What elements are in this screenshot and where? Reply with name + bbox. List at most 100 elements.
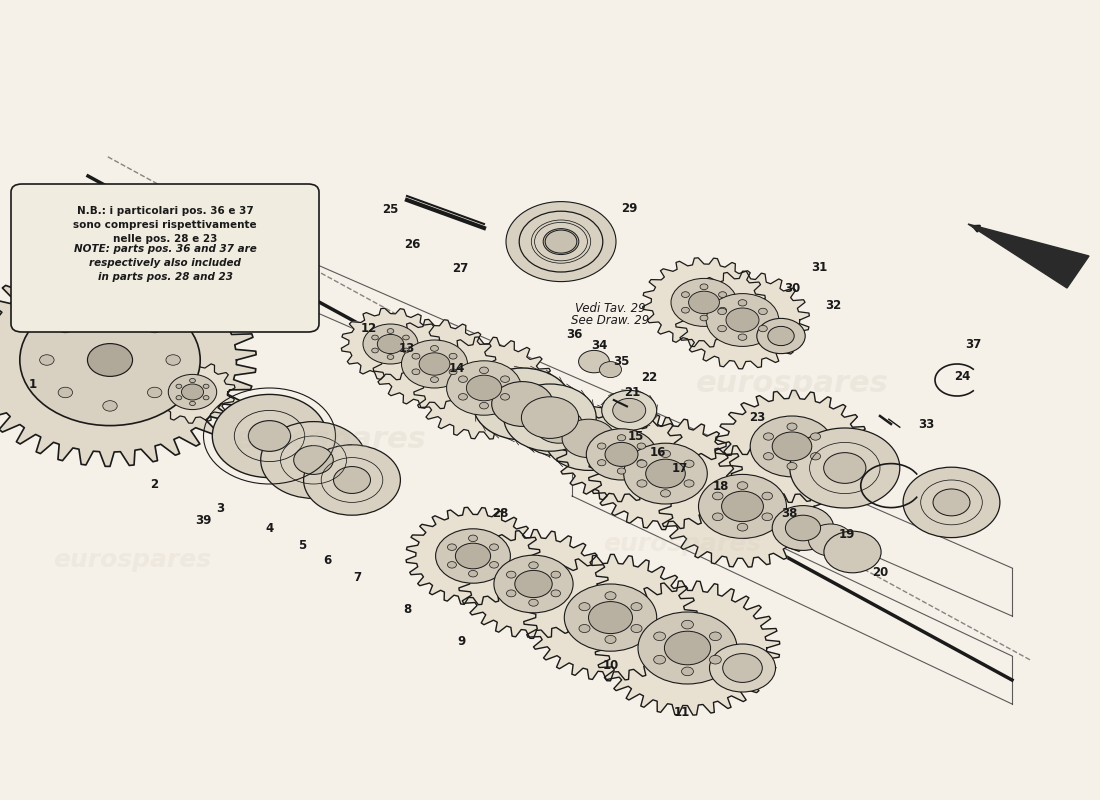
- Circle shape: [304, 445, 400, 515]
- Text: 37: 37: [966, 338, 981, 350]
- Circle shape: [762, 513, 772, 521]
- Circle shape: [750, 416, 834, 477]
- Circle shape: [492, 382, 553, 426]
- Circle shape: [786, 423, 798, 430]
- Circle shape: [706, 294, 779, 346]
- Circle shape: [529, 562, 538, 569]
- Text: 9: 9: [458, 635, 466, 648]
- Circle shape: [294, 446, 333, 474]
- Text: 17: 17: [672, 462, 688, 474]
- Text: 7: 7: [353, 571, 362, 584]
- Circle shape: [808, 524, 852, 556]
- Circle shape: [88, 343, 133, 376]
- Circle shape: [377, 334, 404, 354]
- Text: 33: 33: [918, 418, 934, 430]
- Text: eurospares: eurospares: [233, 426, 427, 454]
- Circle shape: [176, 384, 182, 388]
- Polygon shape: [557, 407, 686, 502]
- Circle shape: [790, 428, 900, 508]
- Circle shape: [249, 421, 290, 451]
- Text: 1: 1: [29, 378, 37, 390]
- Polygon shape: [459, 530, 608, 638]
- Text: 10: 10: [603, 659, 618, 672]
- Text: 3: 3: [216, 502, 224, 514]
- FancyBboxPatch shape: [11, 184, 319, 332]
- Circle shape: [638, 612, 737, 684]
- Text: 15: 15: [628, 430, 643, 442]
- Text: 12: 12: [361, 322, 376, 334]
- Circle shape: [363, 324, 418, 364]
- Circle shape: [166, 354, 180, 366]
- Text: 2: 2: [150, 478, 158, 490]
- Text: 36: 36: [566, 328, 582, 341]
- Text: 30: 30: [784, 282, 800, 294]
- Polygon shape: [341, 308, 440, 380]
- Polygon shape: [595, 581, 780, 715]
- Circle shape: [772, 432, 812, 461]
- Circle shape: [447, 361, 521, 415]
- Circle shape: [653, 632, 666, 641]
- Circle shape: [772, 506, 834, 550]
- Text: 8: 8: [403, 603, 411, 616]
- Circle shape: [204, 384, 209, 388]
- Text: 34: 34: [592, 339, 607, 352]
- Circle shape: [682, 667, 693, 676]
- Text: eurospares: eurospares: [53, 548, 211, 572]
- Text: 27: 27: [452, 262, 468, 274]
- Circle shape: [682, 620, 693, 629]
- Circle shape: [762, 492, 772, 500]
- Circle shape: [763, 433, 773, 440]
- Polygon shape: [414, 337, 554, 439]
- Circle shape: [551, 571, 561, 578]
- Polygon shape: [0, 254, 256, 466]
- Text: 32: 32: [826, 299, 842, 312]
- Text: 5: 5: [298, 539, 307, 552]
- Text: 18: 18: [713, 480, 728, 493]
- Circle shape: [664, 631, 711, 665]
- Circle shape: [535, 408, 583, 443]
- Polygon shape: [659, 446, 826, 567]
- Text: 16: 16: [650, 446, 666, 458]
- Circle shape: [698, 474, 786, 538]
- Circle shape: [403, 348, 409, 353]
- Circle shape: [617, 468, 626, 474]
- Circle shape: [631, 602, 642, 610]
- Circle shape: [402, 340, 468, 388]
- Circle shape: [718, 292, 726, 298]
- Circle shape: [624, 443, 707, 504]
- Circle shape: [579, 602, 590, 610]
- Circle shape: [102, 401, 118, 411]
- Circle shape: [449, 369, 456, 374]
- Text: NOTE: parts pos. 36 and 37 are
respectively also included
in parts pos. 28 and 2: NOTE: parts pos. 36 and 37 are respectiv…: [74, 244, 256, 282]
- Text: 14: 14: [449, 362, 464, 374]
- Circle shape: [763, 453, 773, 460]
- Circle shape: [147, 322, 162, 333]
- Text: 29: 29: [621, 202, 637, 214]
- Circle shape: [737, 482, 748, 490]
- Circle shape: [689, 291, 719, 314]
- Circle shape: [824, 531, 881, 573]
- Circle shape: [102, 309, 118, 319]
- Circle shape: [519, 211, 603, 272]
- Circle shape: [168, 374, 217, 410]
- Text: eurospares: eurospares: [695, 370, 889, 398]
- Circle shape: [543, 229, 579, 254]
- Polygon shape: [675, 271, 810, 369]
- Circle shape: [700, 284, 708, 290]
- Text: N.B.: i particolari pos. 36 e 37
sono compresi rispettivamente
nelle pos. 28 e 2: N.B.: i particolari pos. 36 e 37 sono co…: [74, 206, 256, 245]
- Text: 6: 6: [323, 554, 332, 566]
- Circle shape: [419, 353, 450, 375]
- Circle shape: [469, 570, 477, 577]
- Text: 23: 23: [749, 411, 764, 424]
- Polygon shape: [968, 224, 1089, 288]
- Circle shape: [500, 394, 509, 400]
- Circle shape: [785, 515, 821, 541]
- Circle shape: [710, 644, 776, 692]
- Circle shape: [605, 592, 616, 600]
- Circle shape: [430, 377, 439, 382]
- Text: 28: 28: [493, 507, 508, 520]
- Circle shape: [469, 535, 477, 542]
- Circle shape: [436, 529, 510, 583]
- Circle shape: [546, 230, 576, 253]
- Circle shape: [713, 492, 723, 500]
